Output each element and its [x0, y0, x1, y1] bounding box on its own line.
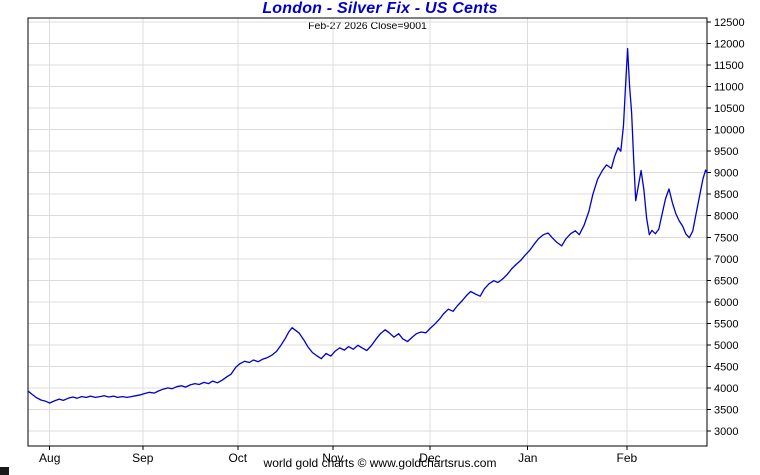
- y-axis-label: 9000: [714, 168, 738, 180]
- y-axis-label: 5000: [714, 340, 738, 352]
- y-axis-label: 6000: [714, 297, 738, 309]
- y-axis-label: 10000: [714, 125, 745, 137]
- y-axis-label: 3500: [714, 404, 738, 416]
- y-axis-label: 7500: [714, 232, 738, 244]
- silver-price-line: [27, 48, 708, 404]
- y-axis-label: 8500: [714, 189, 738, 201]
- chart-footer: world gold charts © www.goldchartsrus.co…: [263, 456, 497, 470]
- y-axis-label: 11000: [714, 82, 744, 94]
- y-axis-label: 4500: [714, 361, 738, 373]
- y-axis-label: 3000: [714, 426, 738, 438]
- y-axis-label: 12000: [714, 39, 745, 51]
- y-axis-label: 5500: [714, 318, 738, 330]
- x-axis-label: Aug: [39, 451, 60, 465]
- x-axis-label: Feb: [617, 451, 638, 465]
- y-axis-label: 10500: [714, 103, 745, 115]
- x-axis-label: Sep: [132, 451, 154, 465]
- x-axis-label: Nov: [322, 451, 343, 465]
- y-axis-label: 9500: [714, 146, 738, 158]
- x-axis-label: Jan: [518, 451, 537, 465]
- y-axis-label: 7000: [714, 254, 738, 266]
- x-axis-label: Oct: [228, 451, 247, 465]
- chart-subtitle: Feb-27 2026 Close=9001: [308, 20, 427, 32]
- y-axis-label: 8000: [714, 211, 738, 223]
- y-axis-label: 4000: [714, 383, 738, 395]
- y-axis-label: 11500: [714, 60, 744, 72]
- chart-title: London - Silver Fix - US Cents: [262, 0, 498, 17]
- y-axis-label: 12500: [714, 17, 745, 29]
- corner-mark: [0, 467, 9, 475]
- x-axis-label: Dec: [419, 451, 440, 465]
- y-axis-label: 6500: [714, 275, 738, 287]
